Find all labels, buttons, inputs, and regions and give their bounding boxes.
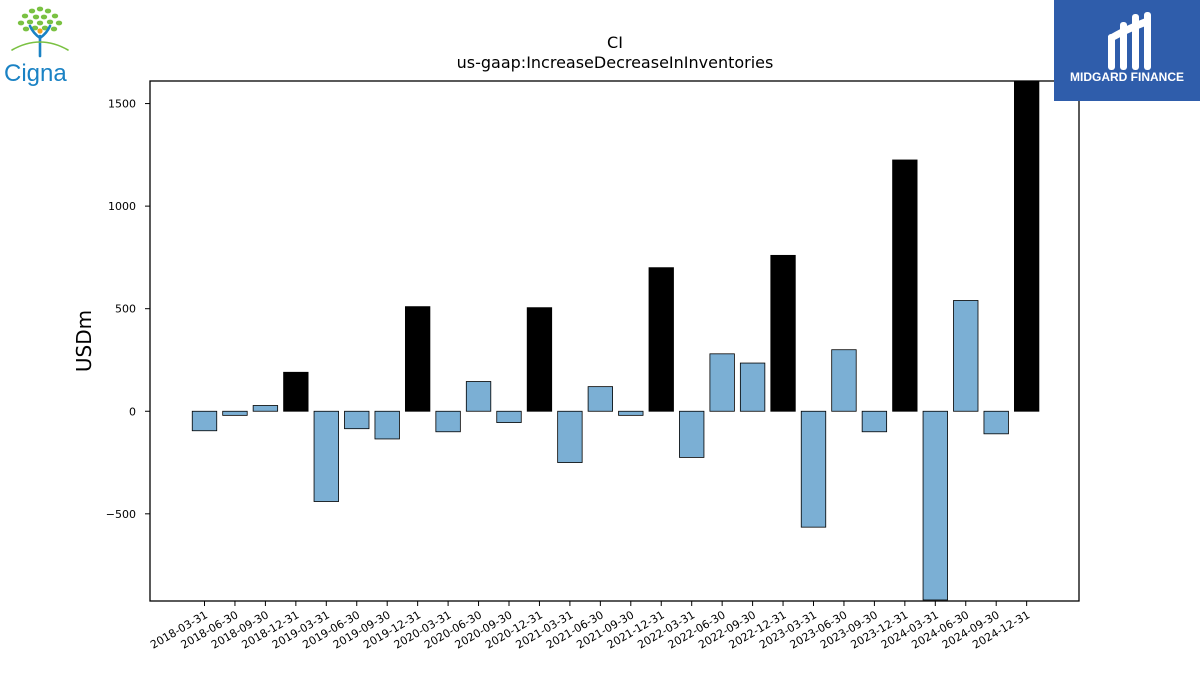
chart-subtitle: us-gaap:IncreaseDecreaseInInventories bbox=[457, 53, 774, 72]
midgard-emblem-icon: MIDGARD FINANCE bbox=[1054, 0, 1200, 101]
midgard-finance-logo: MIDGARD FINANCE bbox=[1054, 0, 1200, 101]
cigna-logo: Cigna bbox=[0, 0, 90, 95]
chart-title: CI bbox=[607, 33, 623, 52]
bar bbox=[831, 349, 857, 412]
leaf bbox=[41, 25, 49, 31]
bar bbox=[283, 371, 309, 412]
leaf bbox=[46, 19, 54, 25]
leaf bbox=[44, 8, 52, 14]
bar bbox=[496, 410, 522, 423]
bar bbox=[191, 410, 218, 432]
leaf bbox=[31, 25, 39, 31]
bar bbox=[800, 410, 827, 528]
bar bbox=[587, 386, 613, 412]
leaf bbox=[17, 20, 25, 26]
bar bbox=[739, 362, 766, 412]
cigna-tree-icon: Cigna bbox=[4, 6, 69, 87]
bar bbox=[648, 267, 674, 412]
bar bbox=[709, 353, 735, 412]
leaf bbox=[26, 19, 34, 25]
bar bbox=[222, 410, 248, 416]
bar bbox=[892, 159, 918, 412]
midgard-logo-text: MIDGARD FINANCE bbox=[1070, 70, 1184, 84]
bar bbox=[861, 410, 888, 433]
bar bbox=[313, 410, 339, 502]
y-tick-label: 0 bbox=[129, 405, 136, 418]
figure-head bbox=[37, 28, 43, 34]
ground-arc bbox=[11, 41, 69, 51]
trunk bbox=[28, 24, 52, 58]
bar bbox=[526, 307, 553, 412]
y-tick-label: 1000 bbox=[108, 200, 136, 213]
bar bbox=[344, 410, 370, 430]
bar bbox=[922, 410, 948, 601]
leaf bbox=[50, 26, 58, 32]
bar bbox=[618, 410, 644, 416]
leaf bbox=[36, 20, 44, 26]
leaf bbox=[28, 8, 36, 14]
bar bbox=[435, 410, 461, 433]
bar bbox=[465, 381, 492, 412]
leaf bbox=[40, 14, 48, 20]
leaf bbox=[51, 13, 59, 19]
y-tick-label: −500 bbox=[106, 508, 136, 521]
bar bbox=[404, 306, 431, 412]
y-tick-label: 1500 bbox=[108, 98, 136, 111]
bar bbox=[374, 410, 400, 440]
bar bbox=[953, 300, 979, 412]
leaf bbox=[22, 26, 30, 32]
bar bbox=[557, 410, 583, 463]
plot-frame bbox=[149, 80, 1080, 602]
bar bbox=[983, 410, 1009, 435]
bar bbox=[252, 405, 279, 412]
leaf bbox=[36, 6, 44, 12]
bar bbox=[770, 254, 796, 412]
leaf bbox=[55, 20, 63, 26]
bar bbox=[1014, 80, 1040, 412]
leaf bbox=[21, 13, 29, 19]
cigna-logo-text: Cigna bbox=[4, 60, 67, 87]
leaf bbox=[32, 14, 40, 20]
bar bbox=[679, 410, 705, 458]
y-axis-label: USDm bbox=[72, 310, 96, 372]
y-tick-label: 500 bbox=[115, 303, 136, 316]
